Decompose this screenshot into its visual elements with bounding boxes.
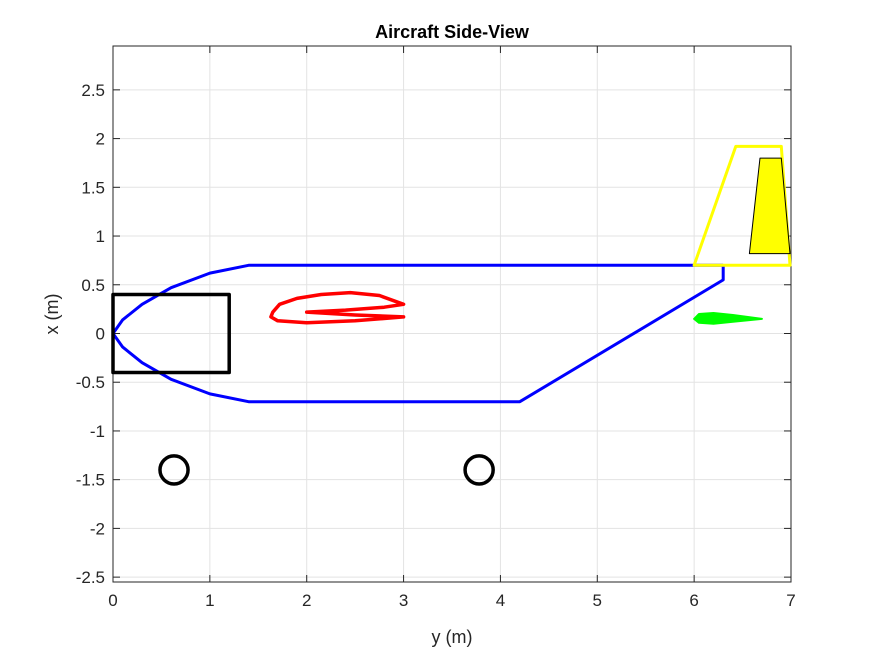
y-tick-label: 1 bbox=[96, 227, 105, 246]
y-tick-label: -2.5 bbox=[76, 568, 105, 587]
x-tick-label: 5 bbox=[593, 591, 602, 610]
y-tick-label: -0.5 bbox=[76, 373, 105, 392]
y-tick-label: -2 bbox=[90, 519, 105, 538]
x-tick-label: 2 bbox=[302, 591, 311, 610]
y-tick-label: 0.5 bbox=[81, 276, 105, 295]
x-tick-label: 7 bbox=[786, 591, 795, 610]
vertical-fin-line bbox=[692, 144, 792, 267]
y-tick-label: 2 bbox=[96, 130, 105, 149]
axis-ticks: 0 1 2 3 4 5 6 7 -2.5 -2 -1.5 -1 -0.5 0 0.5 1 1.5 2 2.5 bbox=[76, 46, 796, 610]
x-tick-label: 1 bbox=[205, 591, 214, 610]
fuselage-line bbox=[111, 263, 725, 404]
y-tick-label: -1 bbox=[90, 422, 105, 441]
axes-frame bbox=[112, 45, 792, 583]
y-tick-label: -1.5 bbox=[76, 471, 105, 490]
y-tick-label: 0 bbox=[96, 324, 105, 343]
x-tick-label: 4 bbox=[496, 591, 505, 610]
tail-airfoil-line bbox=[693, 312, 763, 325]
x-axis-label: y (m) bbox=[432, 627, 473, 647]
y-axis-label: x (m) bbox=[42, 294, 62, 335]
wing-airfoil-line bbox=[269, 290, 406, 325]
x-tick-label: 6 bbox=[689, 591, 698, 610]
plot-series bbox=[111, 144, 792, 486]
cockpit-box-line bbox=[111, 292, 231, 375]
x-tick-label: 3 bbox=[399, 591, 408, 610]
grid bbox=[112, 46, 792, 582]
wheel-1 bbox=[158, 454, 190, 486]
rudder-line bbox=[748, 157, 791, 255]
x-tick-label: 0 bbox=[108, 591, 117, 610]
chart-title: Aircraft Side-View bbox=[375, 22, 530, 42]
wheel-2 bbox=[463, 454, 495, 486]
y-tick-label: 1.5 bbox=[81, 178, 105, 197]
y-tick-label: 2.5 bbox=[81, 81, 105, 100]
